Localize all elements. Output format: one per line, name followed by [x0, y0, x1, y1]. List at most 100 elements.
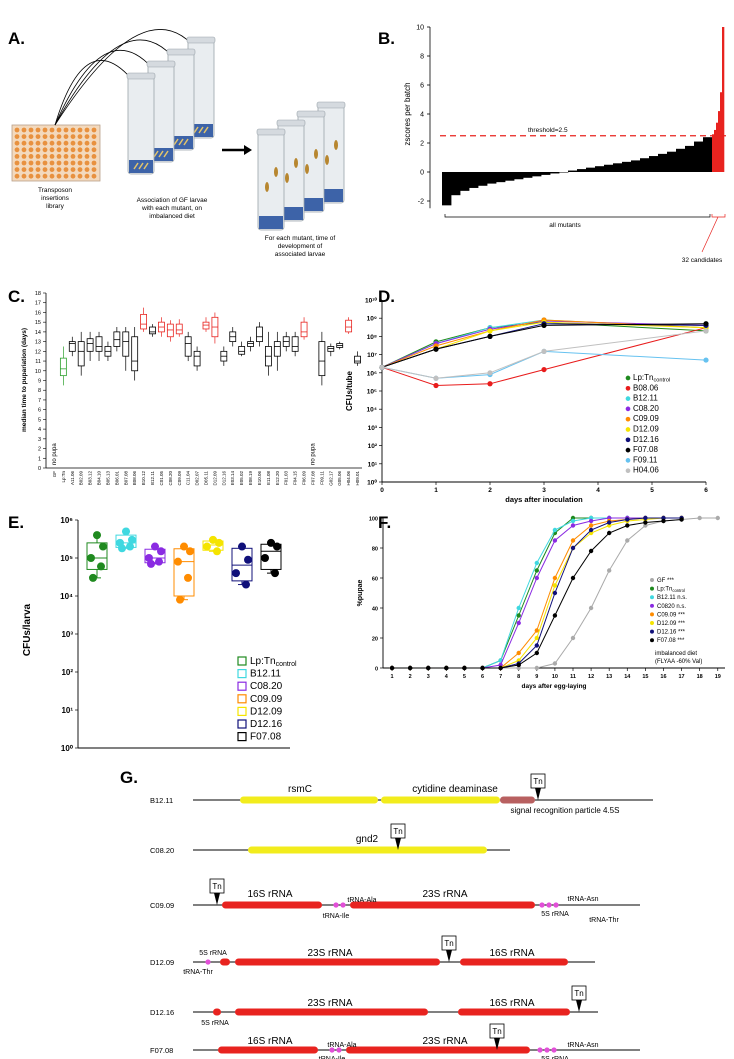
legend-name: D12.09 — [633, 425, 659, 434]
y-tick-label: 9 — [38, 379, 41, 385]
panel-label: D. — [378, 287, 395, 306]
x-tick-label: E05.02 — [239, 471, 244, 486]
legend-marker — [625, 396, 631, 401]
well — [14, 167, 20, 173]
well — [35, 127, 41, 133]
well — [21, 134, 27, 140]
legend-marker — [237, 706, 247, 717]
well — [42, 147, 48, 153]
y-tick-label: 15 — [35, 320, 41, 326]
well — [91, 147, 97, 153]
data-point — [157, 547, 165, 556]
well — [77, 127, 83, 133]
feature-label: tRNA-Ile — [323, 913, 350, 920]
data-point — [174, 557, 182, 566]
y-tick-label: 10² — [368, 443, 378, 450]
x-tick-label: 17 — [679, 674, 685, 680]
bar — [460, 172, 470, 191]
gene — [235, 958, 440, 966]
feature-label: tRNA-Ala — [347, 897, 376, 904]
legend-label: B12.11 — [633, 394, 658, 403]
no-pupa-label: no pupa — [310, 443, 316, 465]
feature-label: gnd2 — [356, 834, 379, 845]
well — [28, 160, 34, 166]
data-point — [715, 515, 720, 521]
well — [77, 147, 83, 153]
well — [70, 127, 76, 133]
tn-label: Tn — [574, 989, 583, 998]
x-tick-label: 19 — [715, 674, 721, 680]
legend-marker — [650, 612, 654, 617]
well — [42, 160, 48, 166]
x-tick-label: 6 — [704, 487, 708, 494]
x-axis-label: days after egg-laying — [521, 683, 586, 690]
bar — [469, 172, 479, 188]
y-tick-label: 0 — [375, 667, 378, 673]
larva — [294, 158, 298, 168]
legend-marker — [625, 468, 631, 474]
bar — [514, 172, 524, 180]
legend-label: C08.20 — [633, 404, 659, 413]
well — [63, 140, 69, 146]
well — [70, 167, 76, 173]
y-tick-label: 10⁶ — [367, 370, 377, 377]
x-tick-label: 3 — [542, 487, 546, 494]
data-point — [643, 515, 648, 521]
box — [113, 331, 121, 347]
y-tick-label: 10 — [35, 369, 41, 375]
feature-label: tRNA-Ile — [319, 1056, 346, 1059]
trna — [544, 1047, 550, 1053]
legend-marker — [650, 621, 654, 625]
y-tick-label: 5 — [38, 417, 41, 423]
legend-name: B08.06 — [633, 383, 659, 392]
tube — [257, 131, 285, 231]
feature-label: 16S rRNA — [489, 998, 534, 1009]
well — [14, 147, 20, 153]
data-point — [186, 547, 194, 556]
larva — [305, 164, 309, 174]
x-tick-label: H09.01 — [355, 471, 360, 486]
bar — [703, 137, 713, 172]
legend-marker — [237, 694, 247, 704]
tube-cap — [146, 60, 176, 68]
tn-label: Tn — [533, 777, 542, 786]
x-tick-label: B05.13 — [105, 471, 110, 486]
tn-pointer — [446, 950, 452, 962]
well — [84, 140, 90, 146]
feature-label: 23S rRNA — [307, 998, 352, 1009]
legend-subscript: control — [653, 378, 670, 384]
x-tick-label: 2 — [488, 487, 492, 494]
x-tick-label: 1 — [391, 674, 394, 680]
y-tick-label: 8 — [38, 388, 41, 394]
y-axis-label: median time to pupariation (days) — [21, 328, 28, 432]
data-point — [552, 613, 558, 618]
box — [238, 346, 246, 355]
y-tick-label: 14 — [35, 330, 41, 336]
legend-label: C09.09 — [250, 694, 283, 705]
well — [35, 167, 41, 173]
x-tick-label: 18 — [697, 674, 703, 680]
data-point — [176, 595, 184, 604]
caption: For each mutant, time of — [265, 235, 336, 242]
well — [70, 160, 76, 166]
tn-box — [489, 1023, 505, 1039]
tube — [127, 75, 155, 175]
tube-food — [299, 198, 323, 211]
y-tick-label: 10 — [416, 25, 424, 32]
well — [49, 127, 55, 133]
caption: Association of GF larvae — [137, 197, 208, 204]
tube-cap — [126, 72, 156, 80]
y-tick-label: 6 — [38, 408, 41, 414]
data-point — [534, 665, 540, 671]
legend-label: D12.16 *** — [657, 630, 686, 636]
y-tick-label: 13 — [35, 340, 41, 346]
data-point — [261, 554, 269, 562]
legend-marker — [625, 385, 631, 391]
y-tick-label: 8 — [420, 54, 424, 61]
row-label: D12.16 — [150, 1008, 174, 1017]
data-point — [273, 542, 281, 551]
tn-pointer — [214, 893, 220, 905]
x-tick-label: B08.06 — [132, 471, 137, 486]
data-point — [203, 542, 211, 551]
